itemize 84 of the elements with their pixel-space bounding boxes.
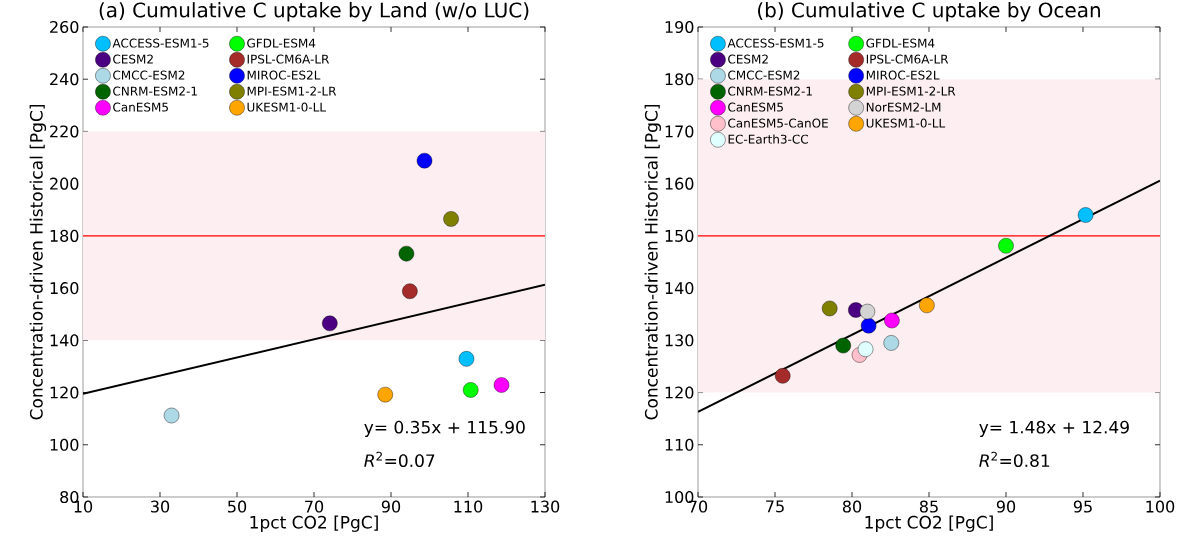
point [163, 407, 180, 424]
y-tick-label: 150 [665, 229, 694, 242]
y-axis-title: Concentration-driven Historical [PgC] [644, 105, 662, 420]
legend-label: GFDL-ESM4 [247, 38, 316, 48]
legend-label: EC-Earth3-CC [728, 134, 808, 144]
legend-label: CNRM-ESM2-1 [728, 86, 812, 96]
point [884, 312, 900, 329]
x-axis-title: 1pct CO2 [PgC] [865, 515, 993, 532]
legend-label: CESM2 [728, 54, 768, 64]
legend-label: CanESM5-CanOE [728, 118, 828, 128]
x-tick-label: 130 [531, 500, 560, 513]
point [998, 238, 1014, 254]
legend-label: ACCESS-ESM1-5 [727, 38, 824, 48]
x-tick-label: 110 [454, 500, 483, 513]
y-tick-label: 160 [665, 177, 694, 190]
legend-label: UKESM1-0-LL [247, 102, 326, 112]
chart-title: (a) Cumulative C uptake by Land (w/o LUC) [99, 2, 529, 22]
x-axis-title: 1pct CO2 [PgC] [250, 515, 378, 532]
y-tick-label: 110 [665, 438, 694, 451]
x-tick-label: 70 [305, 500, 324, 513]
point [835, 337, 851, 354]
x-tick-label: 90 [996, 500, 1016, 513]
point [458, 351, 475, 367]
y-tick-label: 260 [50, 20, 79, 34]
x-tick-label: 100 [1146, 500, 1175, 513]
legend-label: CanESM5 [728, 102, 783, 112]
y-tick-label: 180 [50, 229, 79, 242]
x-tick-label: 95 [1073, 500, 1092, 513]
legend-label: CNRM-ESM2-1 [113, 86, 197, 96]
annotation: R$^{2}$=0.07 [364, 451, 435, 468]
y-tick-label: 120 [665, 386, 694, 399]
legend-label: ACCESS-ESM1-5 [112, 38, 209, 48]
y-axis-title: Concentration-driven Historical [PgC] [29, 105, 47, 420]
x-tick-label: 75 [766, 500, 784, 513]
point [322, 315, 338, 332]
legend-label: MPI-ESM1-2-LR [866, 86, 956, 96]
annotation: y= 1.48x + 12.49 [979, 420, 1129, 437]
y-tick-label: 120 [50, 386, 79, 399]
x-tick-label: 90 [381, 500, 401, 513]
legend-label: IPSL-CM6A-LR [247, 54, 330, 64]
y-tick-label: 140 [665, 282, 694, 295]
x-tick-label: 85 [919, 500, 938, 513]
legend-label: IPSL-CM6A-LR [866, 54, 949, 64]
point [493, 377, 510, 393]
legend-label: MIROC-ES2L [247, 70, 321, 80]
point [775, 368, 791, 384]
point [857, 341, 874, 357]
legend-label: GFDL-ESM4 [866, 38, 935, 48]
point [1077, 207, 1094, 223]
point [883, 335, 899, 351]
y-tick-label: 140 [50, 334, 79, 347]
point [402, 283, 418, 299]
legend-label: MPI-ESM1-2-LR [247, 86, 337, 96]
legend-label: CMCC-ESM2 [113, 70, 185, 80]
legend-label: MIROC-ES2L [866, 70, 940, 80]
annotation: y= 0.35x + 115.90 [364, 420, 525, 437]
point [398, 245, 415, 262]
x-tick-label: 80 [842, 500, 862, 513]
point [377, 386, 393, 403]
point [919, 297, 935, 314]
legend-label: CMCC-ESM2 [728, 70, 800, 80]
y-tick-label: 100 [50, 438, 79, 451]
legend-label: NorESM2-LM [866, 102, 941, 112]
legend-label: UKESM1-0-LL [866, 118, 946, 128]
x-tick-label: 30 [151, 500, 170, 513]
y-tick-label: 160 [50, 282, 79, 295]
point [443, 211, 459, 227]
point [821, 300, 838, 317]
point [463, 382, 479, 398]
y-tick-label: 220 [50, 125, 79, 138]
legend-label: CanESM5 [113, 102, 168, 112]
annotation: R$^{2}$=0.81 [979, 451, 1050, 468]
point [416, 152, 433, 169]
legend-label: CESM2 [113, 54, 153, 64]
point [859, 303, 876, 320]
y-tick-label: 190 [665, 20, 694, 34]
y-tick-label: 170 [665, 125, 694, 138]
y-tick-label: 130 [665, 334, 694, 347]
chart-title: (b) Cumulative C uptake by Ocean [758, 2, 1100, 22]
y-tick-label: 240 [50, 73, 79, 86]
y-tick-label: 200 [50, 177, 79, 190]
y-tick-label: 180 [665, 73, 694, 86]
point [860, 318, 877, 334]
x-tick-label: 50 [228, 500, 247, 513]
